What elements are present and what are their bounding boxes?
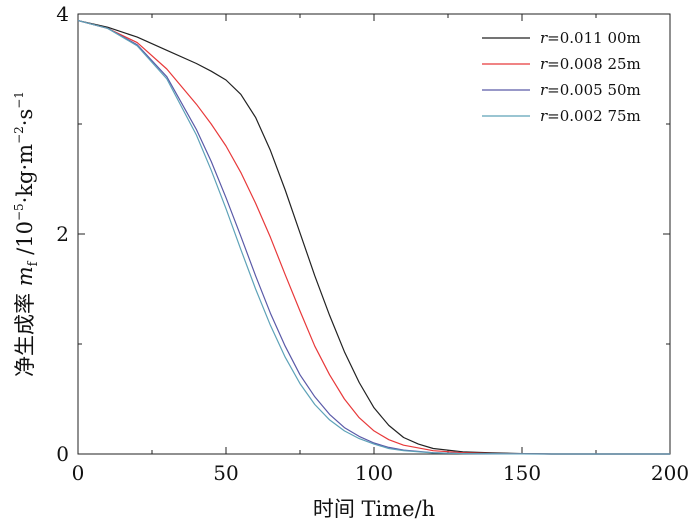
series-line-1	[77, 20, 670, 455]
x-tick-label: 200	[651, 461, 689, 485]
series-line-2	[77, 20, 670, 455]
x-tick-label: 50	[213, 461, 238, 485]
x-axis-label: 时间 Time/h	[313, 497, 435, 521]
x-tick-label: 150	[503, 461, 541, 485]
legend-label-4: r=0.002 75m	[540, 107, 641, 125]
legend-label-3: r=0.005 50m	[540, 81, 641, 99]
y-tick-label: 4	[56, 2, 69, 26]
y-axis-label: 净生成率 mf /10−5·kg·m−2·s−1	[12, 91, 41, 377]
x-tick-label: 0	[72, 461, 85, 485]
y-tick-label: 0	[56, 442, 69, 466]
x-tick-label: 100	[355, 461, 393, 485]
series-line-4	[77, 20, 670, 455]
axis-ticks: 0 50 100 150 200 0 2 4	[56, 2, 689, 485]
y-tick-label: 2	[56, 222, 69, 246]
legend-label-2: r=0.008 25m	[540, 55, 641, 73]
legend: r=0.011 00m r=0.008 25m r=0.005 50m r=0.…	[482, 29, 641, 125]
series-layer	[77, 20, 670, 455]
legend-label-1: r=0.011 00m	[540, 29, 641, 47]
